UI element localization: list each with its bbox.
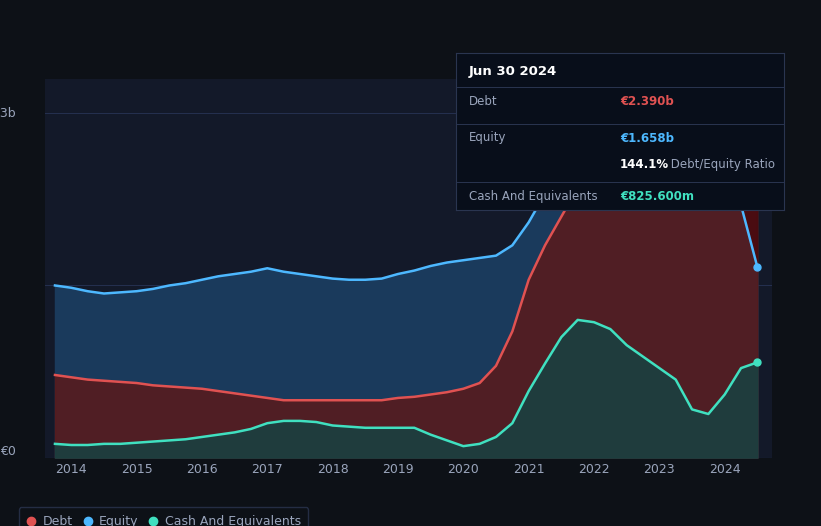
Text: €3b: €3b (0, 107, 16, 120)
Text: Cash And Equivalents: Cash And Equivalents (469, 190, 598, 203)
Text: €1.658b: €1.658b (620, 132, 674, 145)
Legend: Debt, Equity, Cash And Equivalents: Debt, Equity, Cash And Equivalents (19, 508, 308, 526)
Text: Debt: Debt (469, 95, 498, 108)
Text: Debt/Equity Ratio: Debt/Equity Ratio (667, 158, 776, 171)
Text: Equity: Equity (469, 132, 507, 145)
Text: €825.600m: €825.600m (620, 190, 694, 203)
Text: €0: €0 (0, 444, 16, 458)
Text: Jun 30 2024: Jun 30 2024 (469, 65, 557, 78)
Text: €2.390b: €2.390b (620, 95, 673, 108)
Text: 144.1%: 144.1% (620, 158, 669, 171)
